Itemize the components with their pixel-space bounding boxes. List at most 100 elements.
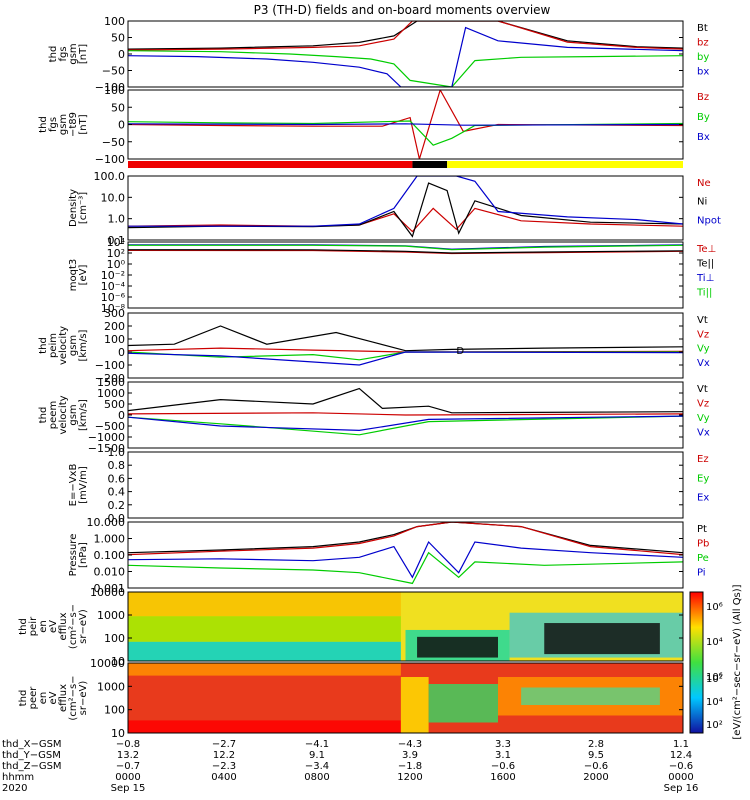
x-axis-value: 2.8	[588, 739, 604, 750]
legend-entry: Te||	[696, 259, 714, 270]
series-group	[128, 90, 683, 159]
x-axis-row-label: thd_X−GSM	[2, 739, 62, 750]
y-axis-label-line: fgs	[58, 46, 69, 61]
y-tick-label: 0.100	[94, 549, 126, 562]
legend-entry: Vx	[697, 358, 710, 369]
mode-bar-segment-red	[128, 161, 413, 168]
x-axis-row-label: thd_Y−GSM	[2, 750, 61, 761]
series-line-Vt	[128, 325, 683, 352]
legend-entry: Ne	[697, 178, 711, 189]
y-axis-label-line: thd	[48, 46, 59, 63]
y-tick-label: 300	[104, 307, 125, 320]
y-tick-label: −100	[95, 359, 125, 372]
colorbar-tick-label: 10⁶	[706, 602, 723, 613]
y-axis-label: thd peim velocity gsm [km/s]	[38, 326, 89, 365]
x-axis-value: 1600	[490, 772, 515, 783]
y-tick-label: −50	[102, 65, 125, 78]
panel-density: 100.0 10.0 1.0 0.1 Density [cm⁻³] Ne Ni Npot	[68, 170, 721, 247]
y-tick-label: 10⁻²	[101, 269, 125, 282]
x-axis-value: −2.3	[212, 761, 236, 772]
y-tick-label: 10.0	[101, 191, 126, 204]
series-group	[128, 325, 683, 366]
legend-entry: Bx	[697, 132, 710, 143]
mode-bar	[128, 161, 683, 168]
x-axis-value: 12.2	[213, 750, 235, 761]
colorbar-tick-label: 10²	[706, 720, 723, 731]
panel-fgs_gsm: 100 50 0 −50 −100 thd fgs gsm [nT] Bt bz by bx	[48, 15, 709, 94]
panel-frame	[127, 591, 684, 662]
y-tick-label: 0.4	[108, 486, 126, 499]
series-line-Vz	[128, 412, 683, 416]
y-tick-label: 0	[118, 346, 125, 359]
series-line-bz	[128, 21, 683, 51]
y-axis-label-line: thd	[18, 690, 29, 707]
y-axis-label-line: efflux	[58, 684, 69, 712]
y-tick-label: −1500	[88, 442, 125, 455]
series-group	[128, 244, 683, 255]
y-axis-label: thd fgs gsm [nT]	[48, 43, 89, 64]
y-axis-label-line: [mV/m]	[78, 466, 89, 504]
legend-entry: Vx	[697, 428, 710, 439]
y-axis-label-line: peim	[48, 333, 59, 358]
y-tick-label: 0.1	[108, 234, 126, 247]
series-line-Npot	[128, 176, 683, 227]
panel-peer_spectrogram: 10000 1000 100 10 thd peer en eV efflux (cm²−s− sr…	[18, 657, 684, 740]
legend-entry: bz	[697, 38, 709, 49]
series-group	[128, 387, 683, 436]
x-axis-value: 13.2	[117, 750, 139, 761]
y-axis-label: moqt3 [eV]	[68, 259, 89, 292]
series-line-by	[128, 50, 683, 87]
series-line-Vy	[128, 415, 683, 436]
x-axis-value: −4.1	[305, 739, 329, 750]
panel-e_field: 1.00.80.60.40.20.0 E=−VxB [mV/m] Ez Ey Ex	[68, 446, 709, 525]
y-tick-label: 0	[118, 119, 125, 132]
x-axis-value: 3.3	[495, 739, 511, 750]
x-axis-value: −4.3	[398, 739, 422, 750]
y-tick-label: −100	[95, 81, 125, 94]
y-tick-label: 0.001	[94, 582, 126, 595]
y-tick-label: 1500	[97, 376, 125, 389]
y-tick-label: 500	[104, 398, 125, 411]
y-axis-label-line: thd	[38, 337, 49, 354]
y-tick-label: 200	[104, 320, 125, 333]
spectrogram-region	[521, 687, 660, 705]
y-axis-label-line: thd	[38, 116, 49, 133]
y-tick-label: 10⁻⁸	[101, 302, 126, 315]
y-axis-label-line: (cm²−s−	[68, 675, 79, 720]
x-axis-value: −0.6	[669, 761, 693, 772]
colorbar-tick-label: 10⁴	[706, 697, 723, 708]
legend-entry: Ey	[697, 473, 709, 484]
legend-entry: Pt	[697, 524, 707, 535]
x-axis-value: −3.4	[305, 761, 329, 772]
x-axis-value: 12.4	[670, 750, 692, 761]
series-line-Pi	[128, 540, 683, 579]
y-axis-label-line: thd	[38, 407, 49, 424]
legend-entry: Vt	[697, 315, 708, 326]
y-tick-label: 0.6	[108, 472, 126, 485]
y-tick-label: 1000	[97, 609, 125, 622]
y-axis-label-line: gsm	[68, 335, 79, 356]
spectrogram-region	[428, 684, 498, 723]
panel-frame	[127, 662, 684, 734]
y-axis-label-line: [nT]	[78, 44, 89, 64]
y-axis-label-line: efflux	[58, 612, 69, 640]
x-axis-value: −0.6	[584, 761, 608, 772]
y-axis-label-line: en	[38, 692, 49, 705]
y-tick-label: 0	[118, 48, 125, 61]
legend-entry: by	[697, 52, 709, 63]
y-tick-label: 100	[104, 84, 125, 97]
x-axis-date-start: Sep 15	[111, 783, 146, 794]
y-tick-label: 10²	[107, 247, 125, 260]
x-axis-year: 2020	[2, 783, 27, 794]
y-axis-label-line: Pressure	[68, 534, 79, 577]
y-tick-label: 1000	[97, 387, 125, 400]
time-axis: thd_X−GSM −0.8 −2.7 −4.1 −4.3 3.3 2.8 1.1 thd_Y−…	[2, 739, 698, 794]
y-tick-label: 100	[104, 15, 125, 28]
y-axis-label-line: peem	[48, 401, 59, 429]
legend-entry: Ti⊥	[696, 273, 714, 284]
panel-peir_spectrogram: 10000 1000 100 10 thd peir en eV efflux (cm²−s− sr…	[18, 586, 684, 668]
